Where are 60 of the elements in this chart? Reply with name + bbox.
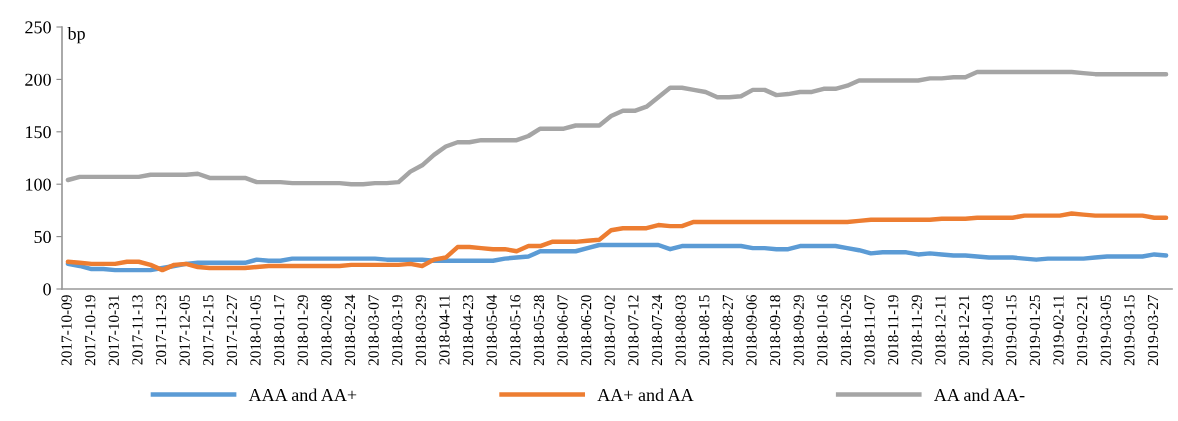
y-tick-label: 0 (43, 283, 51, 296)
x-tick-label: 2017-10-31 (108, 295, 119, 366)
x-tick-label: 2018-11-07 (864, 294, 875, 365)
x-tick-label: 2018-12-11 (935, 295, 946, 365)
x-tick-label: 2018-12-21 (958, 295, 970, 366)
x-tick-label: 2018-03-07 (368, 294, 379, 366)
x-tick-label: 2017-12-15 (203, 295, 214, 366)
x-tick-label: 2018-07-24 (651, 294, 663, 366)
x-tick-label: 2018-05-16 (510, 295, 521, 366)
x-tick-label: 2019-01-15 (1006, 295, 1017, 366)
x-tick-label: 2017-11-13 (132, 295, 143, 365)
x-tick-label: 2019-03-27 (1147, 294, 1159, 366)
legend-label: AA and AA- (933, 388, 1025, 402)
x-tick-label: 2018-08-15 (699, 295, 710, 366)
x-tick-label: 2018-02-08 (321, 295, 332, 366)
x-tick-label: 2019-02-11 (1053, 295, 1064, 365)
y-tick-label: 200 (25, 73, 51, 86)
x-tick-label: 2018-06-07 (557, 294, 568, 366)
x-tick-label: 2018-09-29 (793, 295, 804, 366)
x-tick-label: 2018-05-04 (486, 294, 497, 366)
x-tick-label: 2018-01-17 (273, 294, 285, 366)
x-tick-label: 2018-09-18 (769, 295, 781, 366)
x-tick-label: 2018-02-24 (344, 294, 356, 366)
x-tick-label: 2017-11-23 (155, 295, 167, 365)
x-tick-label: 2018-11-19 (888, 295, 899, 365)
x-tick-label: 2018-07-02 (604, 295, 615, 366)
x-tick-label: 2017-12-05 (179, 295, 190, 366)
x-tick-label: 2019-03-05 (1100, 295, 1111, 366)
line-series (65, 69, 1169, 187)
x-tick-label: 2018-06-20 (580, 295, 592, 366)
x-tick-label: 2018-07-12 (628, 295, 639, 366)
x-tick-label: 2019-02-21 (1076, 295, 1088, 366)
x-tick-label: 2018-10-16 (817, 295, 828, 366)
line-series (65, 242, 1169, 273)
x-tick-label: 2018-03-29 (415, 295, 426, 366)
x-tick-label: 2018-09-06 (746, 295, 757, 366)
x-tick-label: 2019-01-25 (1029, 295, 1041, 366)
x-tick-label: 2018-05-28 (533, 295, 545, 366)
x-tick-label: 2018-01-29 (297, 295, 308, 366)
x-tick-label: 2018-11-29 (911, 295, 922, 365)
y-tick-label: 100 (26, 178, 51, 191)
x-tick-label: 2018-03-19 (392, 295, 403, 366)
x-tick-label: 2018-10-26 (840, 295, 852, 366)
line-series (65, 211, 1169, 273)
y-tick-label: 250 (25, 21, 51, 34)
y-axis-title: bp (67, 27, 85, 44)
x-tick-label: 2017-12-27 (226, 294, 238, 366)
x-tick-label: 2017-10-19 (85, 295, 96, 366)
x-tick-label: 2018-04-23 (462, 295, 474, 366)
x-tick-label: 2019-01-03 (982, 295, 993, 366)
y-tick-label: 50 (34, 230, 51, 244)
x-tick-label: 2017-10-09 (61, 295, 72, 366)
legend-label: AA+ and AA (597, 388, 694, 402)
y-tick-label: 150 (26, 126, 51, 139)
x-tick-label: 2019-03-15 (1124, 295, 1135, 366)
x-tick-label: 2018-08-27 (722, 294, 734, 366)
x-tick-label: 2018-08-03 (675, 295, 686, 366)
x-tick-label: 2018-04-11 (439, 295, 450, 365)
x-tick-label: 2018-01-05 (250, 295, 261, 366)
legend-label: AAA and AA+ (248, 388, 357, 402)
